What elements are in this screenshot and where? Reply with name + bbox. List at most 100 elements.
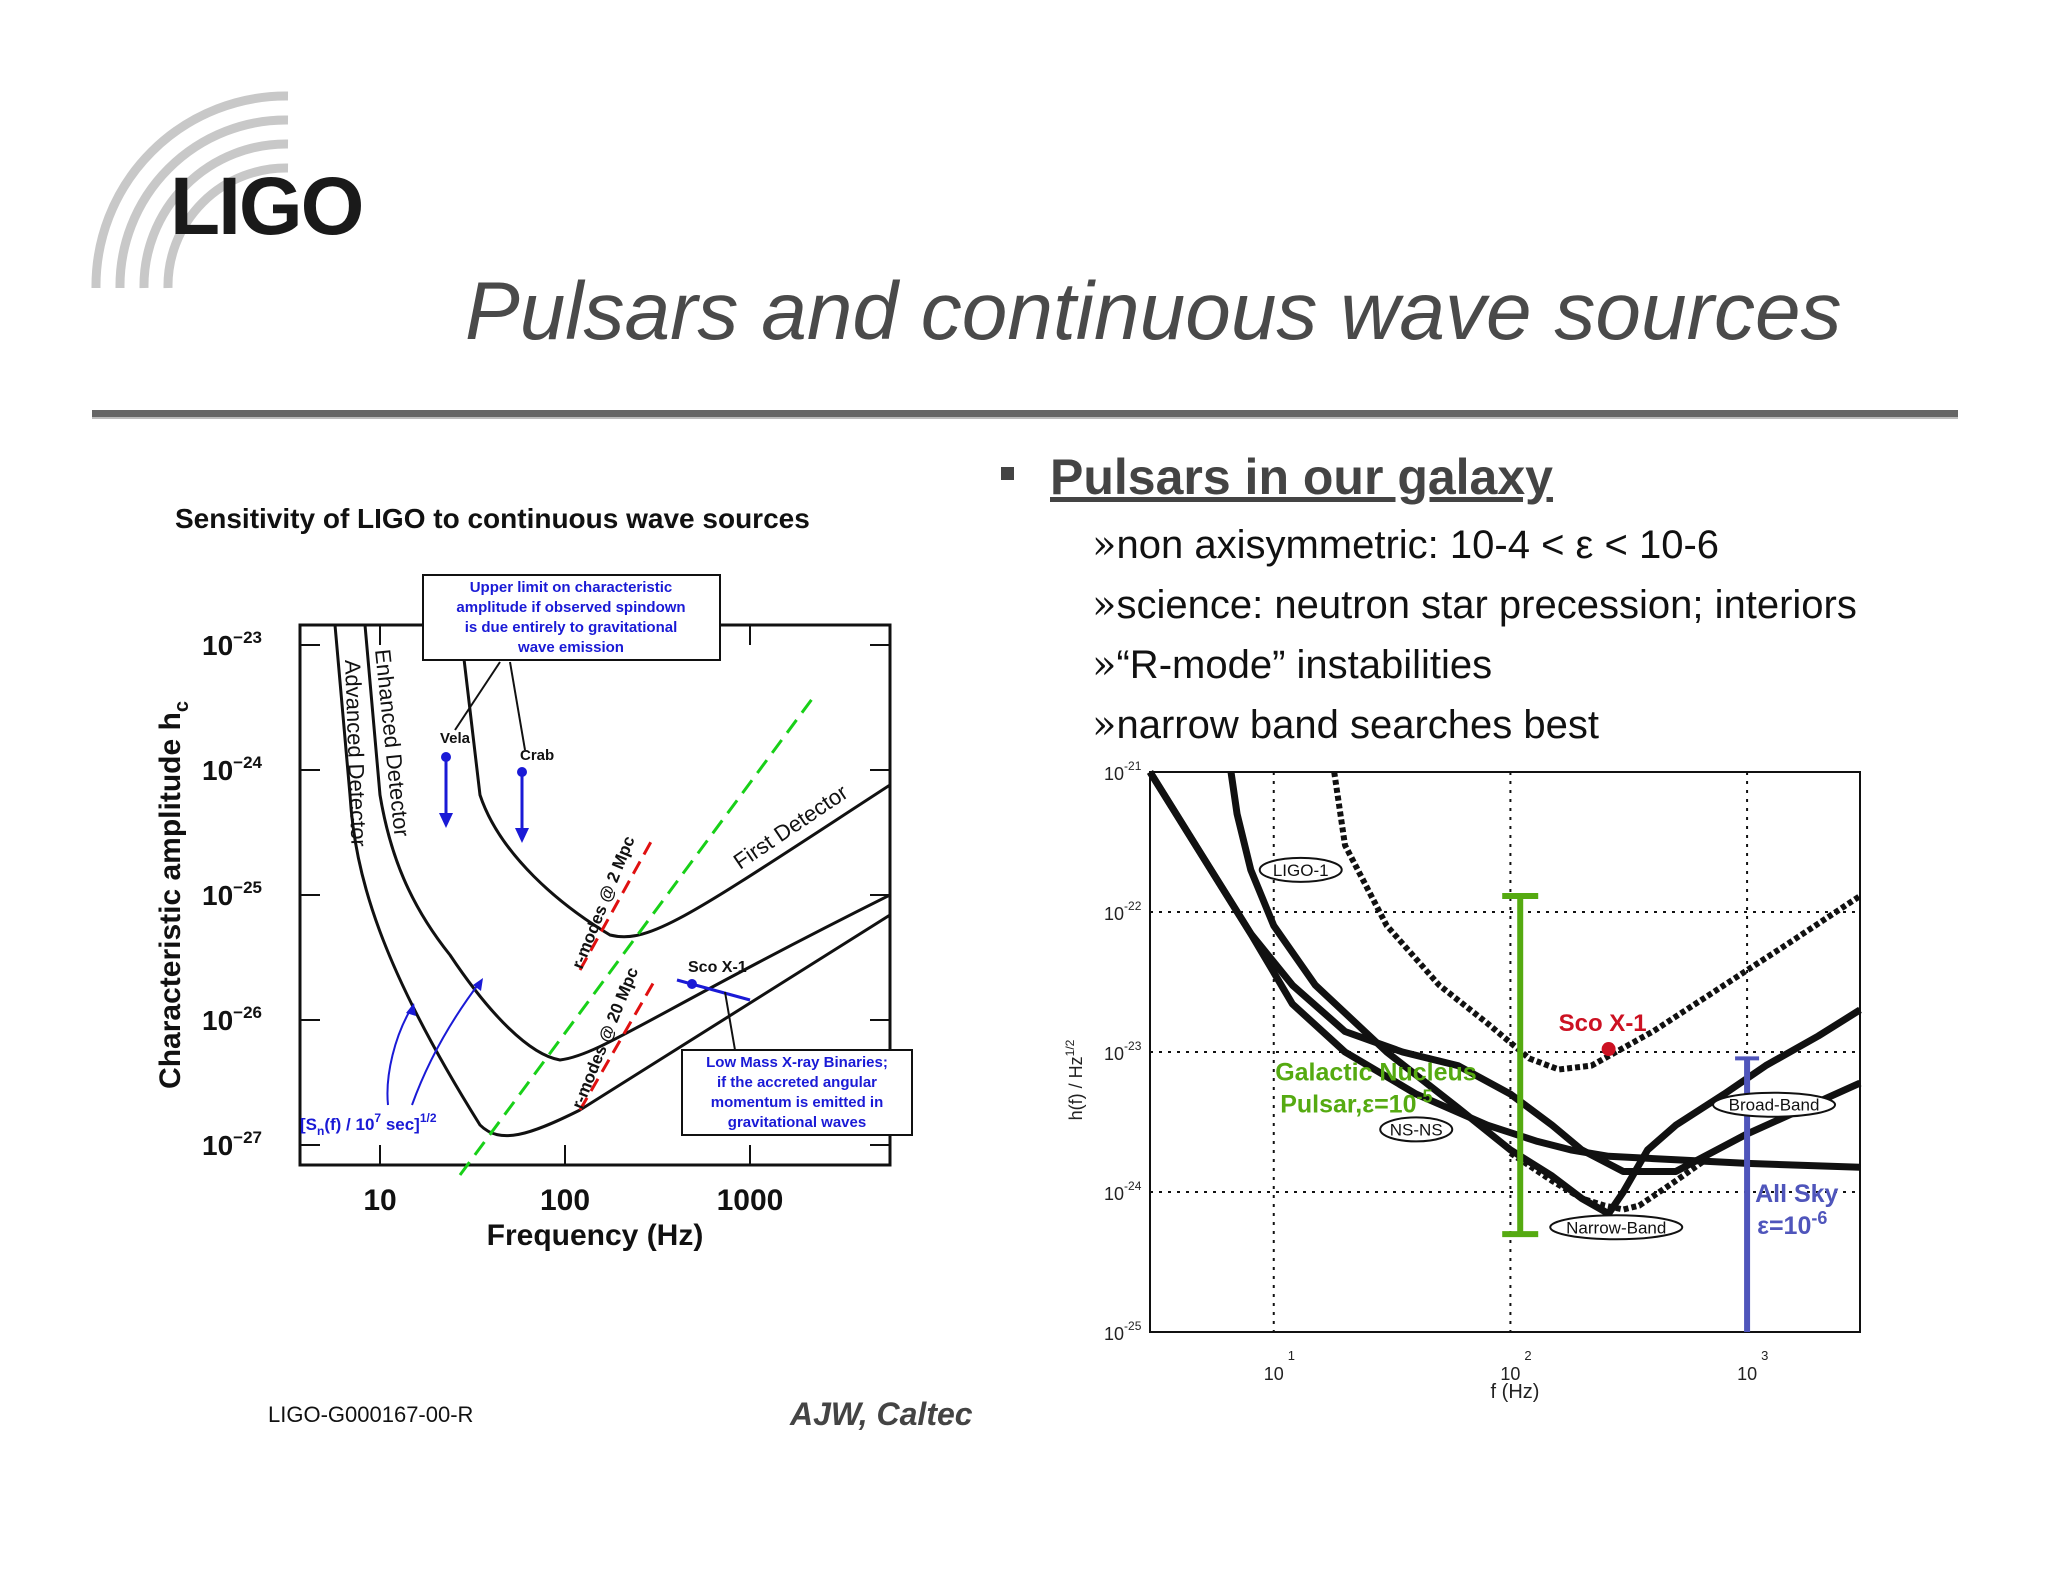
curve-tag-label: Broad-Band xyxy=(1729,1096,1820,1115)
series-curve-detector-d xyxy=(1227,771,1862,1218)
left-xtick: 1000 xyxy=(717,1184,784,1217)
galactic-nucleus-label: Galactic Nucleus xyxy=(1275,1058,1476,1086)
upper-limit-text: amplitude if observed spindown xyxy=(456,599,685,616)
lmxb-box xyxy=(681,1049,913,1136)
left-xtick: 10 xyxy=(363,1184,396,1217)
sub-bullet-marker: » xyxy=(1092,702,1117,748)
curve-tag-label: Narrow-Band xyxy=(1566,1218,1666,1237)
series-curve-ligo-1 xyxy=(1331,771,1862,1073)
series-curve-narrow-band xyxy=(1508,1150,1713,1213)
slide-title: Pulsars and continuous wave sources xyxy=(465,266,1842,357)
rmodes-20mpc-line xyxy=(578,979,657,1111)
advanced-detector-curve xyxy=(333,624,891,1138)
chart-xlabel: f (Hz) xyxy=(1491,1381,1540,1403)
svg-text:10: 10 xyxy=(1500,1364,1520,1384)
left-ytick: 10−26 xyxy=(202,1003,262,1036)
bullet-heading: Pulsars in our galaxy xyxy=(1050,449,1553,505)
left-ylabel: Characteristic amplitude hc xyxy=(154,701,193,1089)
ligo-logo: LIGO xyxy=(170,161,364,252)
chart-ytick: 10-21 xyxy=(1104,759,1142,784)
bullet-square-icon xyxy=(1001,467,1014,480)
crab-label: Crab xyxy=(520,747,554,764)
lmxb-text: Low Mass X-ray Binaries; xyxy=(706,1054,888,1071)
scox1-label: Sco X-1 xyxy=(1559,1010,1647,1037)
noise-arrowhead-icon xyxy=(406,1003,416,1016)
svg-text:3: 3 xyxy=(1761,1348,1768,1363)
chart-ytick: 10-23 xyxy=(1104,1039,1142,1064)
sub-bullet-text: science: neutron star precession; interi… xyxy=(1116,583,1857,627)
advanced-detector-label: Advanced Detector xyxy=(340,659,372,847)
chart-xtick: 3 10 xyxy=(1737,1348,1768,1384)
curve-tag-label: NS-NS xyxy=(1390,1120,1443,1139)
curve-tag-outline xyxy=(1549,1214,1684,1241)
ligo-logo-arcs-icon xyxy=(91,91,289,289)
scox1-marker xyxy=(1601,1042,1616,1057)
lmxb-text: gravitational waves xyxy=(728,1114,866,1131)
noise-arrow xyxy=(411,981,481,1106)
chart-frame xyxy=(1149,771,1861,1333)
noise-arrow xyxy=(386,1006,413,1106)
enhanced-detector-curve xyxy=(363,624,891,1062)
sub-bullet-marker: » xyxy=(1092,582,1117,628)
sub-bullet: »non axisymmetric: 10-4 < ε < 10-6 xyxy=(1092,522,1719,568)
left-xtick: 100 xyxy=(540,1184,590,1217)
sub-bullet: »“R-mode” instabilities xyxy=(1092,642,1492,688)
curve-tag-outline xyxy=(1258,856,1343,883)
upper-limit-pointer xyxy=(509,661,526,751)
svg-text:10: 10 xyxy=(1737,1364,1757,1384)
upper-limit-text: is due entirely to gravitational xyxy=(465,619,678,636)
all-sky-label: All Sky xyxy=(1755,1180,1838,1208)
upper-limit-text: wave emission xyxy=(517,639,624,656)
svg-text:10: 10 xyxy=(1264,1364,1284,1384)
right-sensitivity-chart: 10-21 10-22 10-23 10-24 10-25 1 10 2 10 3 10 f (H… xyxy=(1063,759,1862,1403)
scox1-left-label: Sco X-1 xyxy=(688,959,747,976)
noise-arrowhead-icon xyxy=(473,978,483,991)
left-ytick: 10−23 xyxy=(202,628,262,661)
chart-ylabel: h(f) / Hz1/2 xyxy=(1063,1039,1086,1120)
vela-label: Vela xyxy=(440,730,471,747)
chart-ytick: 10-25 xyxy=(1104,1319,1142,1344)
rmodes-2mpc-label: r-modes @ 2 Mpc xyxy=(568,833,639,971)
first-detector-label: First Detector xyxy=(729,780,852,875)
svg-text:2: 2 xyxy=(1524,1348,1531,1363)
chart-ytick: 10-24 xyxy=(1104,1179,1142,1204)
noise-label: [Sn(f) / 107 sec]1/2 xyxy=(300,1111,437,1138)
left-ytick: 10−27 xyxy=(202,1128,262,1161)
upper-limit-box xyxy=(422,574,721,661)
chart-grid xyxy=(1150,772,1860,1332)
scox1-left-marker xyxy=(687,979,697,989)
left-ytick: 10−25 xyxy=(202,878,262,911)
footer-author: AJW, Caltec xyxy=(790,1396,973,1432)
lmxb-pointer xyxy=(724,991,736,1051)
curve-tag-label: LIGO-1 xyxy=(1273,861,1329,880)
left-xlabel: Frequency (Hz) xyxy=(487,1219,704,1252)
sub-bullet: »narrow band searches best xyxy=(1092,702,1599,748)
sub-bullet-marker: » xyxy=(1092,642,1117,688)
chart-xtick: 1 10 xyxy=(1264,1348,1295,1384)
sub-bullet-text: non axisymmetric: 10-4 < ε < 10-6 xyxy=(1116,523,1720,567)
series-curve-broad-band xyxy=(1147,770,1862,1175)
chart-ytick: 10-22 xyxy=(1104,899,1142,924)
lmxb-text: if the accreted angular xyxy=(717,1074,877,1091)
sub-bullet: »science: neutron star precession; inter… xyxy=(1092,582,1857,628)
first-detector-curve xyxy=(458,624,891,939)
svg-text:1: 1 xyxy=(1288,1348,1295,1363)
sub-bullet-text: “R-mode” instabilities xyxy=(1116,643,1493,687)
sub-bullet-text: narrow band searches best xyxy=(1116,703,1599,747)
rmodes-20mpc-label: r-modes @ 20 Mpc xyxy=(568,965,642,1112)
curve-tag-outline xyxy=(1379,1116,1454,1143)
all-sky-epsilon-label: ε=10-6 xyxy=(1757,1208,1827,1240)
title-divider xyxy=(92,410,1958,419)
left-figure-title: Sensitivity of LIGO to continuous wave s… xyxy=(175,503,810,534)
left-sensitivity-figure: Sensitivity of LIGO to continuous wave s… xyxy=(154,503,913,1252)
chart-xtick: 2 10 xyxy=(1500,1348,1531,1384)
document-id: LIGO-G000167-00-R xyxy=(268,1402,474,1427)
curve-tag-outline xyxy=(1712,1091,1837,1118)
rmodes-2mpc-line xyxy=(578,839,654,971)
upper-limit-text: Upper limit on characteristic xyxy=(470,579,673,596)
vela-arrowhead-icon xyxy=(439,813,453,828)
left-ytick: 10−24 xyxy=(202,753,263,786)
upper-limit-pointer xyxy=(454,661,501,731)
lmxb-text: momentum is emitted in xyxy=(711,1094,884,1111)
sub-bullet-marker: » xyxy=(1092,522,1117,568)
